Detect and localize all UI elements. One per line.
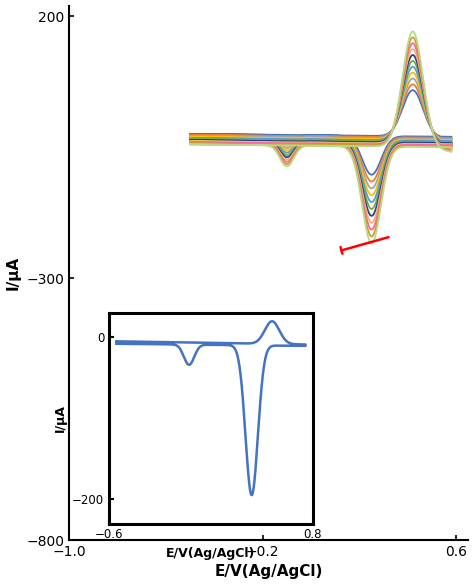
Y-axis label: I/μA: I/μA: [54, 404, 66, 432]
X-axis label: E/V(Ag/AgCl): E/V(Ag/AgCl): [166, 547, 255, 560]
Y-axis label: I/μA: I/μA: [6, 256, 20, 290]
X-axis label: E/V(Ag/AgCl): E/V(Ag/AgCl): [215, 565, 323, 580]
